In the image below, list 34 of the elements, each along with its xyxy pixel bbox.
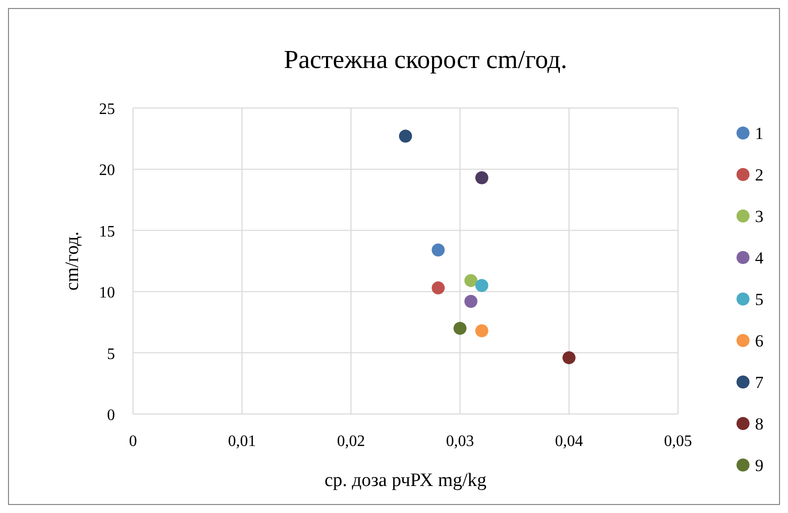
x-tick-label: 0,04 xyxy=(555,433,583,450)
legend-label: 4 xyxy=(755,248,764,268)
point xyxy=(454,322,466,335)
point xyxy=(432,281,445,294)
y-axis-title: cm/год. xyxy=(62,231,83,291)
legend-label: 2 xyxy=(755,166,764,184)
point xyxy=(475,171,488,184)
x-tick-label: 0 xyxy=(129,433,137,450)
point xyxy=(464,294,478,308)
legend-label: 1 xyxy=(755,124,764,143)
x-tick-label: 0,05 xyxy=(664,433,692,450)
x-tick-label: 0,02 xyxy=(337,433,365,450)
point xyxy=(432,243,445,256)
y-tick-label: 0 xyxy=(107,407,115,424)
y-tick-label: 10 xyxy=(99,284,115,302)
legend-label: 6 xyxy=(755,332,764,350)
point xyxy=(475,324,488,338)
x-tick-label: 0,03 xyxy=(446,433,474,450)
y-tick-label: 20 xyxy=(99,162,115,180)
point xyxy=(464,274,478,288)
x-tick-label: 0,01 xyxy=(228,433,256,450)
y-tick-label: 15 xyxy=(99,223,115,240)
legend-label: 7 xyxy=(755,373,764,392)
y-tick-label: 5 xyxy=(107,346,115,363)
legend-label: 5 xyxy=(755,290,764,309)
point xyxy=(475,278,488,292)
legend-label: 9 xyxy=(755,456,764,475)
x-axis-title: ср. доза рчРХ mg/kg xyxy=(324,470,488,491)
point xyxy=(399,130,412,143)
legend-label: 3 xyxy=(755,207,764,226)
point xyxy=(562,351,576,364)
legend-label: 8 xyxy=(755,414,764,434)
chart-title: Растежна скорост cm/год. xyxy=(284,45,568,74)
y-tick-label: 25 xyxy=(99,101,115,118)
